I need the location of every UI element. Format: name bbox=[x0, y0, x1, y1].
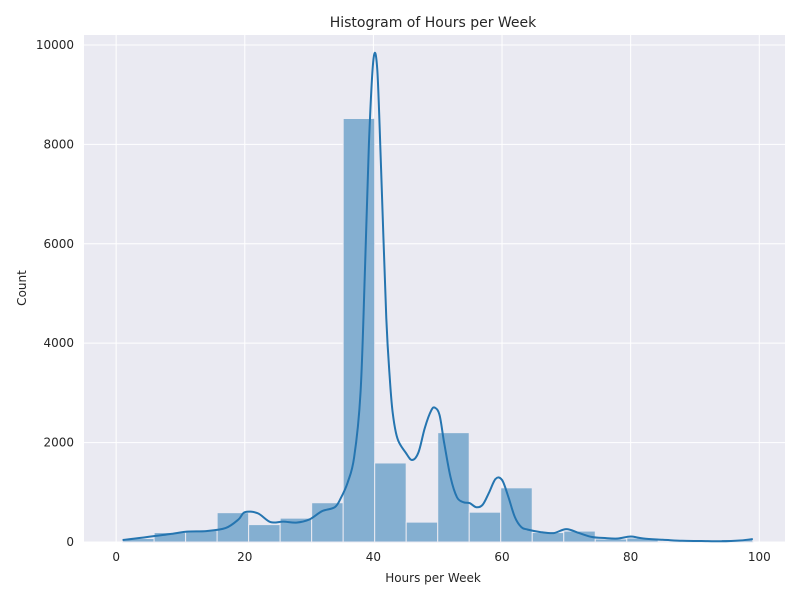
x-tick-label: 20 bbox=[237, 550, 252, 564]
y-tick-label: 4000 bbox=[43, 336, 74, 350]
x-tick-label: 60 bbox=[494, 550, 509, 564]
x-axis-label: Hours per Week bbox=[385, 571, 481, 585]
histogram-bar bbox=[248, 524, 281, 543]
x-tick-label: 100 bbox=[748, 550, 771, 564]
histogram-bar bbox=[216, 512, 250, 543]
x-tick-label: 40 bbox=[366, 550, 381, 564]
histogram-bar bbox=[468, 511, 502, 543]
kde-curve bbox=[122, 51, 753, 543]
y-axis-label: Count bbox=[15, 270, 29, 306]
plot-area bbox=[84, 35, 785, 542]
histogram-bar bbox=[594, 538, 628, 543]
histogram-bar bbox=[500, 487, 533, 543]
y-tick-label: 2000 bbox=[43, 436, 74, 450]
x-axis-ticks: 0 20 40 60 80 100 bbox=[112, 550, 770, 564]
y-tick-label: 0 bbox=[66, 535, 74, 549]
chart-title: Histogram of Hours per Week bbox=[330, 15, 537, 31]
histogram-bar bbox=[405, 521, 439, 543]
histogram-bar bbox=[342, 118, 376, 543]
x-tick-label: 80 bbox=[623, 550, 638, 564]
y-axis-ticks: 0 2000 4000 6000 8000 10000 bbox=[36, 38, 74, 549]
y-tick-label: 6000 bbox=[43, 237, 74, 251]
y-tick-label: 10000 bbox=[36, 38, 74, 52]
y-tick-label: 8000 bbox=[43, 137, 74, 151]
x-tick-label: 0 bbox=[112, 550, 120, 564]
histogram-bar bbox=[374, 462, 407, 543]
